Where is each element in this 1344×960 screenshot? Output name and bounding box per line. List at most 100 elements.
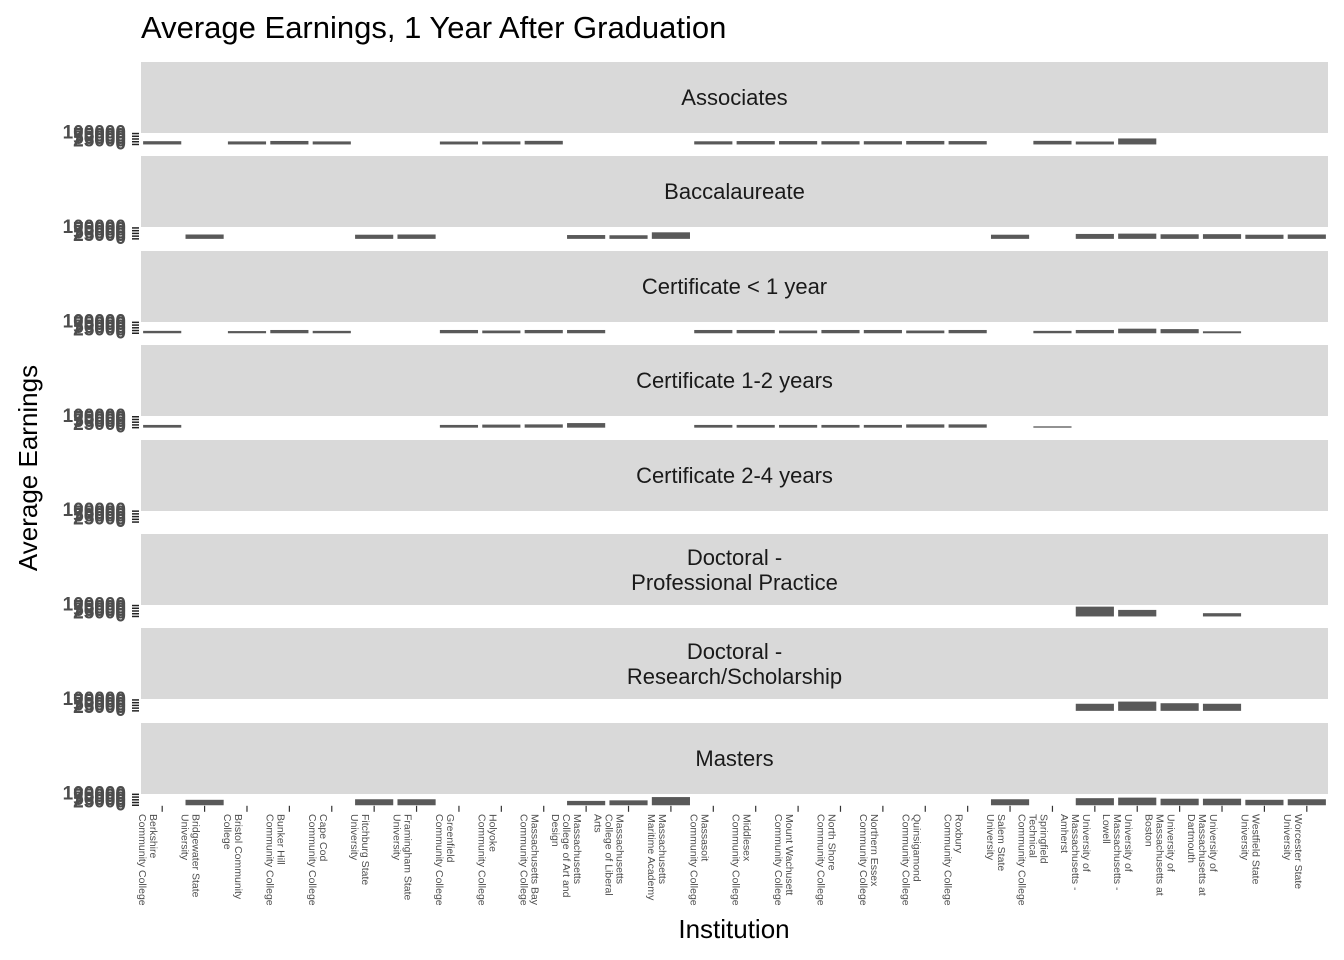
x-tick-label: Massachusetts Bay Community College xyxy=(517,814,541,906)
x-tick-label: Massachusetts College of Liberal Arts xyxy=(591,814,626,896)
y-tick-label: 75000 xyxy=(73,597,126,618)
x-tick-label: Bunker Hill Community College xyxy=(263,814,287,906)
y-tick-label: 25000 xyxy=(73,320,126,341)
bar xyxy=(567,329,606,334)
bar xyxy=(312,141,351,145)
bar xyxy=(1245,234,1284,239)
bar xyxy=(355,234,394,239)
bar xyxy=(143,330,182,334)
bar xyxy=(1202,798,1242,806)
bar xyxy=(482,141,521,145)
bar xyxy=(906,140,945,145)
bar xyxy=(1202,613,1242,617)
x-tick-label: Greenfield Community College xyxy=(432,814,456,906)
bar xyxy=(609,235,648,239)
y-tick-label: 75000 xyxy=(73,125,126,146)
bar xyxy=(1075,329,1114,334)
bar xyxy=(1118,233,1157,239)
bar xyxy=(1245,799,1284,806)
y-tick-label: 75000 xyxy=(73,408,126,429)
bar xyxy=(439,329,479,334)
y-tick-label: 50000 xyxy=(73,789,126,810)
bar xyxy=(185,234,224,239)
facet-strip: Baccalaureate xyxy=(141,156,1328,228)
y-tick-label: 50000 xyxy=(73,600,126,621)
bar xyxy=(736,141,775,145)
y-tick-label: 100000 xyxy=(63,783,126,804)
bar xyxy=(482,424,521,428)
y-tick-label: 100000 xyxy=(63,217,126,238)
y-tick-label: 100000 xyxy=(63,406,126,427)
x-tick-label: Worcester State University xyxy=(1280,814,1304,890)
x-tick-label: Massachusetts College of Art and Design xyxy=(549,814,584,898)
bar xyxy=(482,330,521,334)
bar xyxy=(1033,330,1072,334)
bar xyxy=(736,424,775,428)
bar xyxy=(1287,234,1326,239)
x-tick-label: Massasoit Community College xyxy=(687,814,711,906)
y-tick-label: 75000 xyxy=(73,692,126,713)
y-tick-label: 25000 xyxy=(73,225,126,246)
y-tick-label: 50000 xyxy=(73,506,126,527)
y-tick-label: 100000 xyxy=(63,689,126,710)
x-tick-label: University of Massachusetts at Dartmouth xyxy=(1185,814,1220,896)
x-tick-label: Springfield Technical Community College xyxy=(1015,814,1050,906)
y-tick-label: 50000 xyxy=(73,222,126,243)
y-tick-label: 25000 xyxy=(73,697,126,718)
x-axis-label: Institution xyxy=(678,914,789,944)
bar xyxy=(694,424,733,428)
facet-strip: Doctoral - Professional Practice xyxy=(141,534,1328,605)
bar xyxy=(439,141,479,145)
bar xyxy=(948,424,987,428)
bar xyxy=(948,141,987,145)
bar xyxy=(524,424,563,428)
y-axis-label: Average Earnings xyxy=(13,365,43,571)
y-tick-label: 0 xyxy=(115,605,126,626)
y-tick-label: 0 xyxy=(115,511,126,532)
bar xyxy=(524,140,563,145)
bar xyxy=(227,141,267,145)
bar xyxy=(1033,140,1072,145)
x-tick-label: Bristol Community College xyxy=(220,814,244,900)
bar xyxy=(439,424,479,428)
bar xyxy=(143,141,182,145)
y-tick-label: 75000 xyxy=(73,220,126,241)
x-tick-label: Framingham State University xyxy=(390,814,414,901)
bar xyxy=(1202,234,1242,239)
bar xyxy=(906,330,945,334)
bar xyxy=(1160,234,1199,239)
y-tick-label: 25000 xyxy=(73,508,126,529)
x-tick-label: University of Massachusetts at Boston xyxy=(1142,814,1177,896)
bar xyxy=(1160,329,1199,334)
y-tick-label: 0 xyxy=(115,417,126,438)
facet-strip: Certificate 1-2 years xyxy=(141,345,1328,417)
bar xyxy=(143,424,182,428)
bar xyxy=(694,329,733,334)
y-tick-label: 0 xyxy=(115,322,126,343)
bar xyxy=(821,141,860,145)
bar xyxy=(567,800,606,806)
bar xyxy=(397,799,436,806)
facet-strip: Certificate < 1 year xyxy=(141,250,1328,322)
bar xyxy=(948,329,987,334)
x-tick-label: Northern Essex Community College xyxy=(856,814,880,906)
x-tick-label: Salem State University xyxy=(984,814,1008,872)
bar xyxy=(1202,703,1242,711)
facet-strip: Certificate 2-4 years xyxy=(141,439,1328,511)
bar xyxy=(567,235,606,239)
bar xyxy=(863,424,902,428)
bar xyxy=(1202,331,1242,334)
x-tick-label: Quinsigamond Community College xyxy=(899,814,923,906)
bar xyxy=(1118,609,1157,617)
x-tick-label: North Shore Community College xyxy=(814,814,838,906)
bar xyxy=(1118,328,1157,334)
bar xyxy=(736,329,775,334)
bar xyxy=(863,141,902,145)
bar xyxy=(1075,233,1114,239)
bar xyxy=(990,234,1030,239)
bar xyxy=(906,424,945,428)
y-tick-label: 25000 xyxy=(73,131,126,152)
bar xyxy=(779,141,818,145)
bar xyxy=(1118,138,1157,145)
